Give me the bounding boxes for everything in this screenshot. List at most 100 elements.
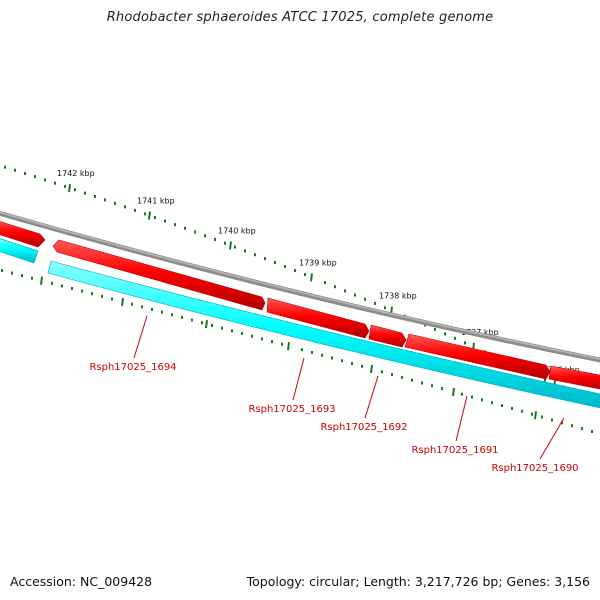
minor-tick — [4, 165, 6, 169]
major-tick — [205, 319, 208, 329]
minor-tick — [544, 378, 546, 382]
leader-line — [292, 357, 305, 401]
minor-tick — [454, 336, 456, 340]
gene-arrow[interactable] — [266, 297, 370, 339]
genome-backbone-highlight — [0, 211, 600, 360]
gene-arrow[interactable] — [368, 324, 407, 348]
minor-tick — [304, 273, 306, 277]
minor-tick — [11, 271, 13, 275]
kbp-label: 1740 kbp — [218, 227, 256, 236]
minor-tick — [141, 305, 143, 309]
minor-tick — [101, 294, 103, 298]
minor-tick — [34, 175, 36, 179]
minor-tick — [84, 191, 86, 195]
minor-tick — [151, 307, 153, 311]
reverse-strand-band[interactable] — [47, 260, 600, 409]
gene-arrow[interactable] — [0, 220, 46, 248]
minor-tick — [74, 188, 76, 192]
kbp-label: 1738 kbp — [379, 292, 417, 301]
minor-tick — [591, 429, 593, 433]
minor-tick-row — [1, 269, 593, 433]
minor-tick — [61, 284, 63, 288]
minor-tick — [344, 289, 346, 293]
gene-arrow[interactable] — [52, 239, 266, 311]
kbp-label: 1742 kbp — [57, 169, 95, 178]
minor-tick — [581, 427, 583, 431]
minor-tick — [54, 181, 56, 185]
minor-tick — [81, 289, 83, 293]
minor-tick — [124, 205, 126, 209]
minor-tick — [284, 265, 286, 269]
minor-tick — [261, 337, 263, 341]
minor-tick — [221, 326, 223, 330]
minor-tick — [251, 334, 253, 338]
minor-tick — [324, 281, 326, 285]
minor-tick — [301, 348, 303, 352]
minor-tick — [531, 412, 533, 416]
minor-tick — [431, 384, 433, 388]
minor-tick — [154, 215, 156, 219]
minor-tick — [381, 370, 383, 374]
minor-tick — [551, 418, 553, 422]
minor-tick — [181, 315, 183, 319]
minor-tick — [361, 364, 363, 368]
minor-tick — [191, 318, 193, 322]
minor-tick — [111, 297, 113, 301]
gene-label: Rsph17025_1692 — [320, 422, 407, 433]
minor-tick — [14, 168, 16, 172]
gene-label: Rsph17025_1690 — [491, 463, 578, 474]
minor-tick — [421, 381, 423, 385]
minor-tick — [194, 230, 196, 234]
minor-tick — [444, 332, 446, 336]
minor-tick — [64, 184, 66, 188]
minor-tick — [144, 212, 146, 216]
kbp-label: 1739 kbp — [299, 258, 337, 267]
gene-arrow[interactable] — [548, 365, 600, 390]
minor-tick — [434, 327, 436, 331]
minor-tick — [331, 356, 333, 360]
minor-tick — [211, 323, 213, 327]
minor-tick — [471, 395, 473, 399]
minor-tick — [231, 329, 233, 333]
minor-tick — [161, 310, 163, 314]
leader-line — [455, 395, 468, 442]
minor-tick — [334, 285, 336, 289]
minor-tick — [561, 421, 563, 425]
minor-tick — [114, 201, 116, 205]
major-tick — [287, 342, 290, 351]
gene-arrow[interactable] — [404, 333, 551, 380]
minor-tick — [51, 281, 53, 285]
major-tick — [370, 364, 373, 374]
minor-tick — [164, 219, 166, 223]
leader-line — [133, 315, 148, 359]
gene-label: Rsph17025_1693 — [248, 404, 335, 415]
kbp-label: 1741 kbp — [137, 197, 175, 206]
accession-label: Accession: NC_009428 — [10, 574, 153, 589]
minor-tick — [294, 269, 296, 272]
minor-tick — [91, 292, 93, 296]
minor-tick — [481, 398, 483, 402]
minor-tick — [134, 208, 136, 212]
minor-tick — [384, 306, 386, 310]
minor-tick — [94, 195, 96, 198]
minor-tick — [521, 409, 523, 413]
reverse-strand-segment[interactable] — [0, 237, 39, 264]
minor-tick — [374, 301, 376, 305]
minor-tick — [131, 302, 133, 306]
minor-tick — [21, 274, 23, 278]
minor-tick — [234, 245, 236, 249]
gene-label: Rsph17025_1694 — [89, 362, 176, 373]
minor-tick — [44, 178, 46, 182]
minor-tick — [264, 257, 266, 261]
minor-tick — [341, 359, 343, 363]
major-tick — [229, 241, 232, 250]
minor-tick — [464, 341, 466, 345]
minor-tick — [411, 378, 413, 382]
minor-tick — [24, 171, 26, 175]
minor-tick — [311, 350, 313, 354]
minor-tick — [401, 375, 403, 379]
leader-line — [364, 375, 379, 419]
minor-tick — [214, 237, 216, 241]
minor-tick — [461, 392, 463, 396]
